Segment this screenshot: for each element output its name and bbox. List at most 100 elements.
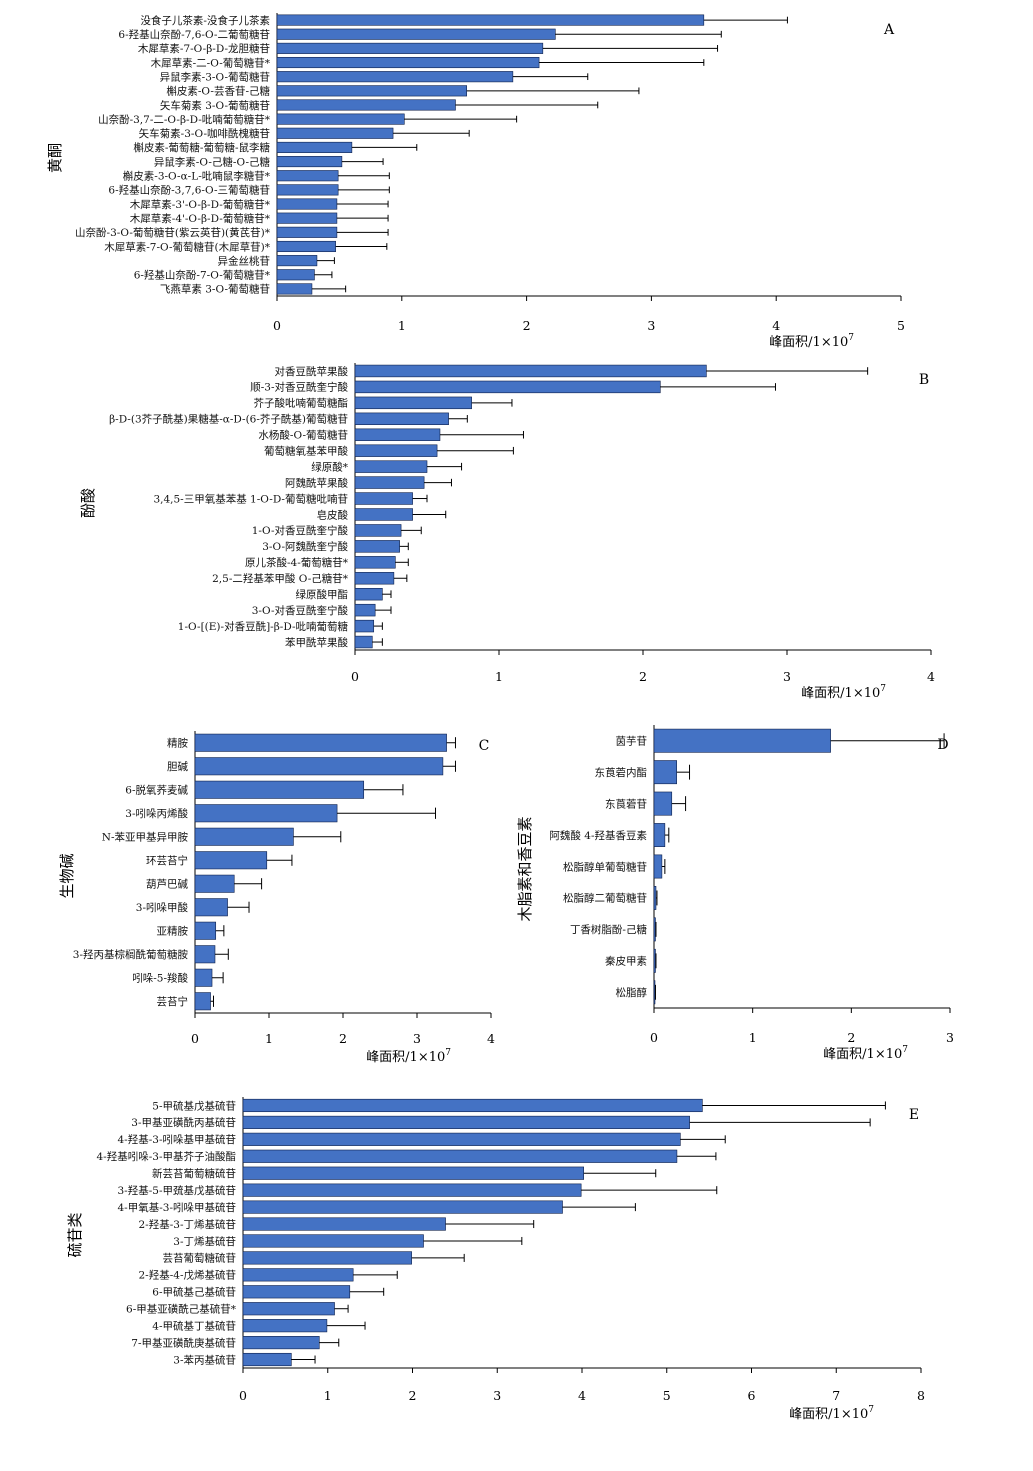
category-label: 槲皮素-O-芸香苷-己糖 — [166, 85, 270, 98]
category-label: 茵芋苷 — [616, 735, 648, 748]
x-axis-title: 峰面积/1×107 — [801, 684, 886, 701]
category-label: 异金丝桃苷 — [218, 254, 271, 267]
panel-label: D — [937, 737, 948, 753]
x-axis-title-exponent: 7 — [880, 684, 886, 694]
x-axis-title-base: 峰面积/1×10 — [769, 335, 848, 350]
bar — [276, 255, 318, 267]
x-tick-label: 0 — [239, 1388, 247, 1403]
bar — [354, 524, 402, 537]
panel-label: C — [479, 738, 490, 754]
bar — [242, 1319, 328, 1333]
bar — [653, 791, 673, 816]
bar — [354, 460, 428, 473]
category-label: 山奈酚-3,7-二-O-β-D-吡喃葡萄糖苷* — [98, 113, 271, 126]
y-axis-title: 生物碱 — [58, 853, 76, 898]
bar — [354, 540, 400, 553]
category-label: 绿原酸* — [311, 460, 348, 473]
bar — [242, 1115, 690, 1129]
bar — [242, 1098, 703, 1113]
bar — [276, 184, 339, 196]
bar — [354, 428, 441, 441]
bar — [354, 619, 375, 633]
bar — [194, 874, 235, 893]
bar — [276, 141, 353, 153]
x-tick-label: 2 — [339, 1031, 347, 1046]
category-label: 6-甲硫基己基硫苷 — [152, 1286, 236, 1299]
category-label: 1-O-对香豆酰奎宁酸 — [252, 524, 349, 537]
bar — [354, 508, 413, 521]
x-tick-label: 1 — [265, 1031, 273, 1046]
x-tick-label: 5 — [897, 318, 905, 333]
bar — [276, 212, 338, 224]
category-label: 矢车菊素-3-O-咖啡酰槐糖苷 — [139, 127, 270, 140]
category-label: 4-羟基吲哚-3-甲基芥子油酸酯 — [96, 1150, 236, 1163]
category-label: 山奈酚-3-O-葡萄糖苷(紫云英苷)(黄芪苷)* — [75, 226, 271, 239]
category-label: 亚精胺 — [157, 925, 189, 938]
category-label: 环芸苔宁 — [146, 854, 188, 867]
bar — [276, 113, 405, 125]
category-label: 苯甲酰苹果酸 — [285, 636, 348, 649]
category-label: 松脂醇单葡萄糖苷 — [563, 860, 647, 873]
x-tick-label: 2 — [523, 318, 531, 333]
bar — [276, 226, 338, 238]
category-label: 槲皮素-3-O-α-L-吡喃鼠李糖苷* — [123, 170, 271, 183]
x-tick-label: 0 — [650, 1030, 658, 1045]
bar — [354, 603, 376, 617]
x-axis-title: 峰面积/1×107 — [789, 1405, 874, 1422]
x-tick-label: 8 — [917, 1388, 925, 1403]
category-label: 3-羟基-5-甲巯基戊基硫苷 — [117, 1184, 236, 1197]
bar — [242, 1336, 320, 1350]
category-label: 3-羟丙基棕榈酰葡萄糖胺 — [73, 948, 189, 961]
bar — [276, 269, 315, 281]
category-label: 2-羟基-4-戊烯基硫苷 — [138, 1269, 236, 1282]
bar — [276, 42, 544, 54]
x-tick-label: 4 — [927, 669, 935, 684]
bar — [242, 1132, 681, 1146]
category-label: 木犀草素-4'-O-β-D-葡萄糖苷* — [130, 212, 271, 225]
x-axis-title-exponent: 7 — [902, 1045, 908, 1055]
bar — [194, 804, 338, 823]
x-tick-label: 0 — [191, 1031, 199, 1046]
bar — [354, 572, 395, 585]
panel-a: 0 1 2 3 4 5 没食子儿茶素-没食子儿茶素6-羟基山奈酚-7,6-O-二葡萄糖苷木犀… — [46, 13, 905, 350]
category-label: 4-甲硫基丁基硫苷 — [152, 1319, 236, 1332]
x-axis-title-base: 峰面积/1×10 — [801, 686, 880, 701]
panel-label: A — [883, 22, 895, 38]
bar — [194, 992, 211, 1011]
bar — [242, 1302, 335, 1316]
x-axis-title: 峰面积/1×107 — [823, 1045, 908, 1062]
bar — [242, 1285, 351, 1299]
category-label: 3-苯丙基硫苷 — [173, 1353, 236, 1366]
bar — [242, 1200, 563, 1214]
category-label: N-苯亚甲基异甲胺 — [102, 831, 189, 844]
x-axis-title-exponent: 7 — [445, 1048, 451, 1058]
x-tick-label: 0 — [351, 669, 359, 684]
x-tick-label: 1 — [398, 318, 406, 333]
category-label: 2,5-二羟基苯甲酸 O-己糖苷* — [212, 572, 349, 585]
category-label: 芥子酸吡喃葡萄糖酯 — [254, 397, 349, 410]
category-label: 7-甲基亚磺酰庚基硫苷 — [131, 1336, 236, 1349]
category-label: 木犀草素-7-O-葡萄糖苷(木犀草苷)* — [104, 240, 271, 253]
x-tick-label: 7 — [832, 1388, 840, 1403]
category-label: 丁香树脂酚-己糖 — [570, 923, 648, 936]
category-label: 槲皮素-葡萄糖-葡萄糖-鼠李糖 — [133, 141, 270, 154]
category-label: 葫芦巴碱 — [146, 879, 188, 891]
x-tick-label: 0 — [273, 318, 281, 333]
category-label: 对香豆酰苹果酸 — [275, 365, 349, 378]
bar — [242, 1234, 424, 1248]
category-label: 胆碱 — [167, 761, 188, 773]
category-label: 阿魏酰苹果酸 — [285, 476, 348, 489]
category-label: 吲哚-5-羧酸 — [132, 972, 188, 985]
category-label: 顺-3-对香豆酰奎宁酸 — [250, 381, 348, 394]
category-label: 松脂醇 — [616, 986, 648, 999]
bar — [653, 886, 657, 910]
category-label: 松脂醇二葡萄糖苷 — [563, 892, 647, 905]
x-tick-label: 3 — [413, 1031, 421, 1046]
bar — [276, 198, 338, 210]
category-label: 芸苔葡萄糖硫苷 — [163, 1252, 237, 1265]
bar — [354, 492, 413, 505]
bar — [653, 823, 666, 847]
bar — [276, 283, 313, 295]
